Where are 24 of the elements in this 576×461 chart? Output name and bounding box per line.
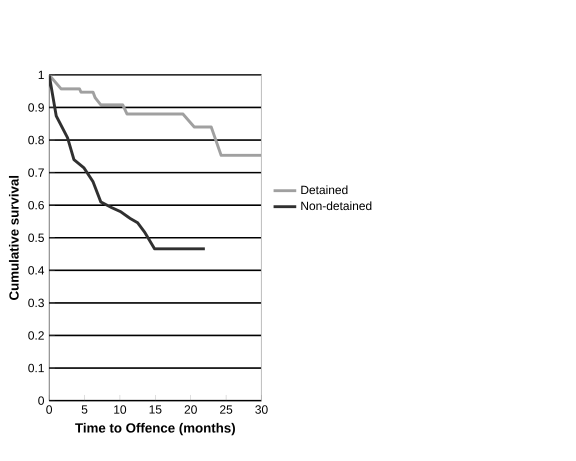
y-tick-label: 0.5 bbox=[28, 233, 44, 242]
y-tick-label: 1 bbox=[38, 70, 44, 79]
x-tick-label: 15 bbox=[150, 405, 162, 414]
y-tick-label: 0 bbox=[38, 396, 44, 405]
y-tick-label: 0.2 bbox=[28, 331, 44, 340]
y-axis-title: Cumulative survival bbox=[8, 176, 19, 300]
y-tick-label: 0.1 bbox=[28, 364, 44, 372]
legend-label: Non-detained bbox=[301, 201, 372, 210]
y-tick-label: 0.9 bbox=[28, 103, 44, 112]
x-tick-label: 20 bbox=[184, 405, 197, 414]
x-tick-label: 25 bbox=[220, 405, 232, 414]
line-series bbox=[49, 74, 262, 157]
x-tick-label: 0 bbox=[46, 405, 52, 414]
x-axis-title: Time to Offence (months) bbox=[75, 422, 235, 436]
x-tick-label: 5 bbox=[82, 405, 88, 414]
y-tick-label: 0.8 bbox=[28, 136, 44, 144]
legend-label: Detained bbox=[301, 185, 348, 194]
y-tick-label: 0.3 bbox=[28, 298, 44, 308]
x-tick-label: 30 bbox=[255, 405, 268, 414]
x-tick-label: 10 bbox=[114, 405, 126, 414]
y-tick-label: 0.4 bbox=[28, 266, 44, 275]
y-tick-label: 0.6 bbox=[28, 200, 44, 210]
line-series bbox=[49, 74, 206, 250]
y-tick-label: 0.7 bbox=[28, 168, 44, 177]
